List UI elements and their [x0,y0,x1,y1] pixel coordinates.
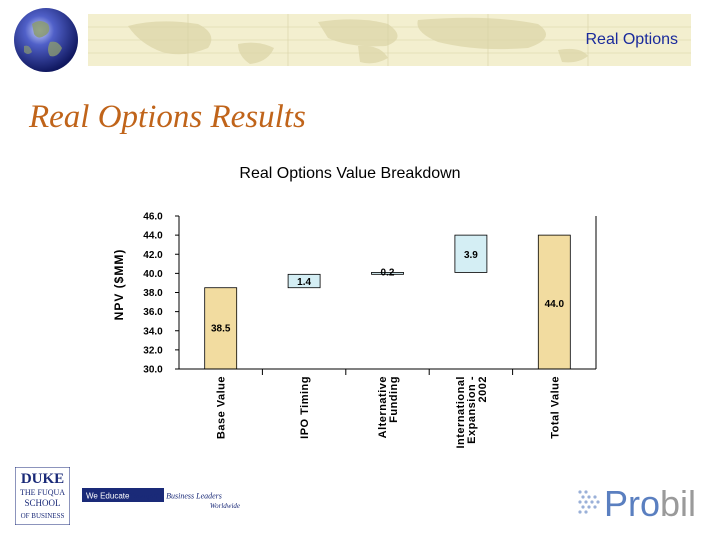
y-tick-label: 30.0 [143,365,163,376]
category-label-2: Funding [388,376,400,423]
waterfall-chart: Real Options Value Breakdown NPV ($MM) 4… [112,165,597,449]
probil-logo: Probil [574,478,704,524]
logo-line: DUKE [21,471,64,487]
category-label-3: International [455,376,467,449]
y-tick-label: 40.0 [143,269,163,280]
world-map-graphic [88,14,691,66]
bar-3 [454,234,488,273]
probil-wordmark: Probil [604,483,696,524]
category-label-0: Base Value [216,376,228,439]
category-label-3: 2002 [477,376,489,402]
section-title: Real Options [585,31,679,48]
y-tick-label: 34.0 [143,326,163,337]
chart-title: Real Options Value Breakdown [239,165,460,182]
dots-icon [578,490,600,514]
y-tick-label: 36.0 [143,307,163,318]
bar-4 [537,234,571,370]
brand-part2: bil [660,483,696,524]
logo-line: OF BUSINESS [21,512,65,520]
data-label-1: 1.4 [297,277,311,288]
bar-0 [204,287,238,370]
duke-fuqua-logo: DUKE THE FUQUA SCHOOL OF BUSINESS [14,466,71,526]
y-tick-label: 32.0 [143,345,163,356]
data-labels: 38.5 1.4 0.2 3.9 44.0 [211,250,565,335]
bar-2 [371,272,404,275]
logo-line: SCHOOL [24,498,60,508]
y-tick-label: 38.0 [143,288,163,299]
category-label-3: Expansion - [466,376,478,444]
bar-1 [287,273,321,289]
y-axis-ticks: 46.0 44.0 42.0 40.0 38.0 36.0 34.0 32.0 30.0 [143,212,179,376]
tagline-main: Thoughtful Business Leaders [129,492,222,501]
logo-line: THE FUQUA [20,488,65,497]
world-map-banner [88,14,691,66]
x-axis-categories: Base Value IPO Timing Alternative Funding In… [216,369,561,449]
category-label-1: IPO Timing [299,376,311,439]
globe-icon [14,8,78,72]
y-tick-label: 44.0 [143,231,163,242]
category-label-2: Alternative [377,376,389,438]
tagline-prefix: We Educate [86,492,130,501]
category-label-4: Total Value [549,376,561,439]
slide-title: Real Options Results [29,99,306,135]
brand-part1: Pro [604,483,660,524]
data-label-4: 44.0 [545,299,565,310]
bars [204,234,571,370]
data-label-2: 0.2 [381,267,395,278]
y-axis-label: NPV ($MM) [112,249,126,321]
data-label-3: 3.9 [464,250,478,261]
data-label-0: 38.5 [211,324,231,335]
fuqua-tagline: We Educate Thoughtful Business Leaders W… [82,488,244,510]
y-tick-label: 42.0 [143,250,163,261]
tagline-suffix: Worldwide [210,502,240,510]
header-banner: Real Options [0,0,720,82]
y-tick-label: 46.0 [143,212,163,223]
